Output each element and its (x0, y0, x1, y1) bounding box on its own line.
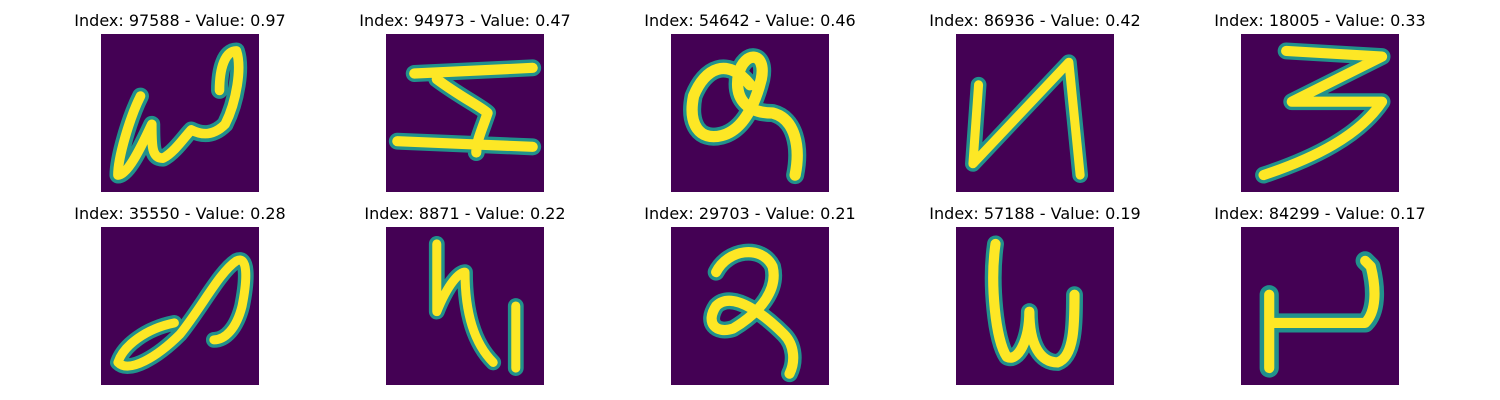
digit-image (101, 227, 259, 385)
sample-cell: Index: 18005 - Value: 0.33 (1170, 0, 1470, 192)
sample-cell: Index: 57188 - Value: 0.19 (885, 193, 1185, 385)
sample-title: Index: 86936 - Value: 0.42 (929, 11, 1141, 30)
sample-cell: Index: 86936 - Value: 0.42 (885, 0, 1185, 192)
sample-cell: Index: 54642 - Value: 0.46 (600, 0, 900, 192)
sample-title: Index: 8871 - Value: 0.22 (364, 204, 566, 223)
digit-image (671, 34, 829, 192)
sample-cell: Index: 97588 - Value: 0.97 (30, 0, 330, 192)
sample-cell: Index: 84299 - Value: 0.17 (1170, 193, 1470, 385)
sample-title: Index: 54642 - Value: 0.46 (644, 11, 856, 30)
digit-image (956, 34, 1114, 192)
digit-image (386, 34, 544, 192)
digit-image (101, 34, 259, 192)
sample-title: Index: 57188 - Value: 0.19 (929, 204, 1141, 223)
sample-title: Index: 97588 - Value: 0.97 (74, 11, 286, 30)
digit-image (386, 227, 544, 385)
sample-title: Index: 84299 - Value: 0.17 (1214, 204, 1426, 223)
sample-cell: Index: 8871 - Value: 0.22 (315, 193, 615, 385)
sample-cell: Index: 94973 - Value: 0.47 (315, 0, 615, 192)
digit-image (956, 227, 1114, 385)
sample-title: Index: 29703 - Value: 0.21 (644, 204, 856, 223)
digit-image (671, 227, 829, 385)
sample-title: Index: 18005 - Value: 0.33 (1214, 11, 1426, 30)
digit-image (1241, 34, 1399, 192)
sample-title: Index: 94973 - Value: 0.47 (359, 11, 571, 30)
sample-title: Index: 35550 - Value: 0.28 (74, 204, 286, 223)
sample-cell: Index: 29703 - Value: 0.21 (600, 193, 900, 385)
sample-cell: Index: 35550 - Value: 0.28 (30, 193, 330, 385)
digit-image (1241, 227, 1399, 385)
